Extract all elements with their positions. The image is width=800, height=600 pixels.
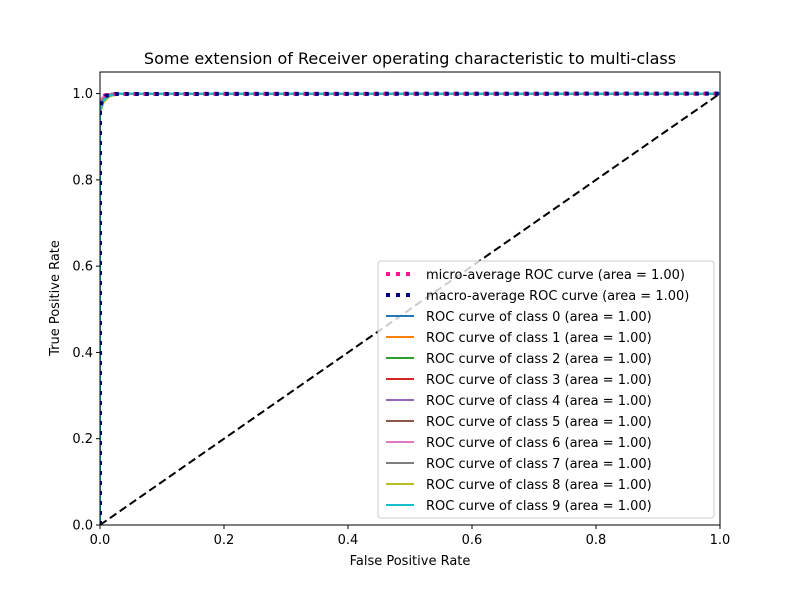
legend-label: ROC curve of class 7 (area = 1.00) [426,457,652,472]
legend-label: ROC curve of class 0 (area = 1.00) [426,310,652,325]
legend-label: ROC curve of class 9 (area = 1.00) [426,499,652,514]
y-axis-label: True Positive Rate [48,240,63,357]
plot-area-frame [99,71,721,526]
y-tick-label: 0.0 [72,519,93,534]
y-tick-label: 0.6 [72,260,93,275]
legend-entry: ROC curve of class 1 (area = 1.00) [386,331,652,346]
legend-label: ROC curve of class 4 (area = 1.00) [426,394,652,409]
legend: micro-average ROC curve (area = 1.00) mac… [377,260,715,519]
y-tick-label: 0.2 [72,432,93,447]
y-tick-label: 0.8 [72,173,93,188]
legend-label: macro-average ROC curve (area = 1.00) [426,289,689,304]
x-tick-label: 0.2 [214,533,235,548]
legend-entry: ROC curve of class 6 (area = 1.00) [386,436,652,451]
legend-entry: ROC curve of class 2 (area = 1.00) [386,352,652,367]
legend-frame [377,260,715,519]
legend-entry: macro-average ROC curve (area = 1.00) [386,289,689,304]
legend-label: ROC curve of class 3 (area = 1.00) [426,373,652,388]
x-tick-label: 0.8 [586,533,607,548]
x-tick-label: 1.0 [710,533,731,548]
legend-entry: ROC curve of class 4 (area = 1.00) [386,394,652,409]
x-axis: 0.0 0.2 0.4 0.6 0.8 1.0 [90,525,731,548]
legend-items: micro-average ROC curve (area = 1.00) mac… [386,268,689,514]
legend-label: ROC curve of class 6 (area = 1.00) [426,436,652,451]
legend-label: ROC curve of class 1 (area = 1.00) [426,331,652,346]
series-line-roc-curve-of-class-9-area-1-00 [100,92,720,525]
series-layer [100,91,720,525]
series-line-macro-average-roc-curve-area-1-00 [100,91,720,525]
legend-entry: ROC curve of class 9 (area = 1.00) [386,499,652,514]
x-tick-label: 0.0 [90,533,111,548]
legend-entry: ROC curve of class 3 (area = 1.00) [386,373,652,388]
x-axis-label: False Positive Rate [350,554,471,569]
y-axis: 0.0 0.2 0.4 0.6 0.8 1.0 [72,87,100,534]
legend-entry: ROC curve of class 0 (area = 1.00) [386,310,652,325]
y-tick-label: 0.4 [72,346,93,361]
chart-title: Some extension of Receiver operating cha… [144,49,676,68]
legend-entry: ROC curve of class 5 (area = 1.00) [386,415,652,430]
x-tick-label: 0.4 [338,533,359,548]
x-tick-label: 0.6 [462,533,483,548]
legend-entry: ROC curve of class 8 (area = 1.00) [386,478,652,493]
legend-label: ROC curve of class 5 (area = 1.00) [426,415,652,430]
legend-entry: ROC curve of class 7 (area = 1.00) [386,457,652,472]
legend-label: ROC curve of class 8 (area = 1.00) [426,478,652,493]
y-tick-label: 1.0 [72,87,93,102]
series-line-micro-average-roc-curve-area-1-00 [100,91,720,525]
legend-label: ROC curve of class 2 (area = 1.00) [426,352,652,367]
legend-label: micro-average ROC curve (area = 1.00) [426,268,685,283]
legend-entry: micro-average ROC curve (area = 1.00) [386,268,685,283]
